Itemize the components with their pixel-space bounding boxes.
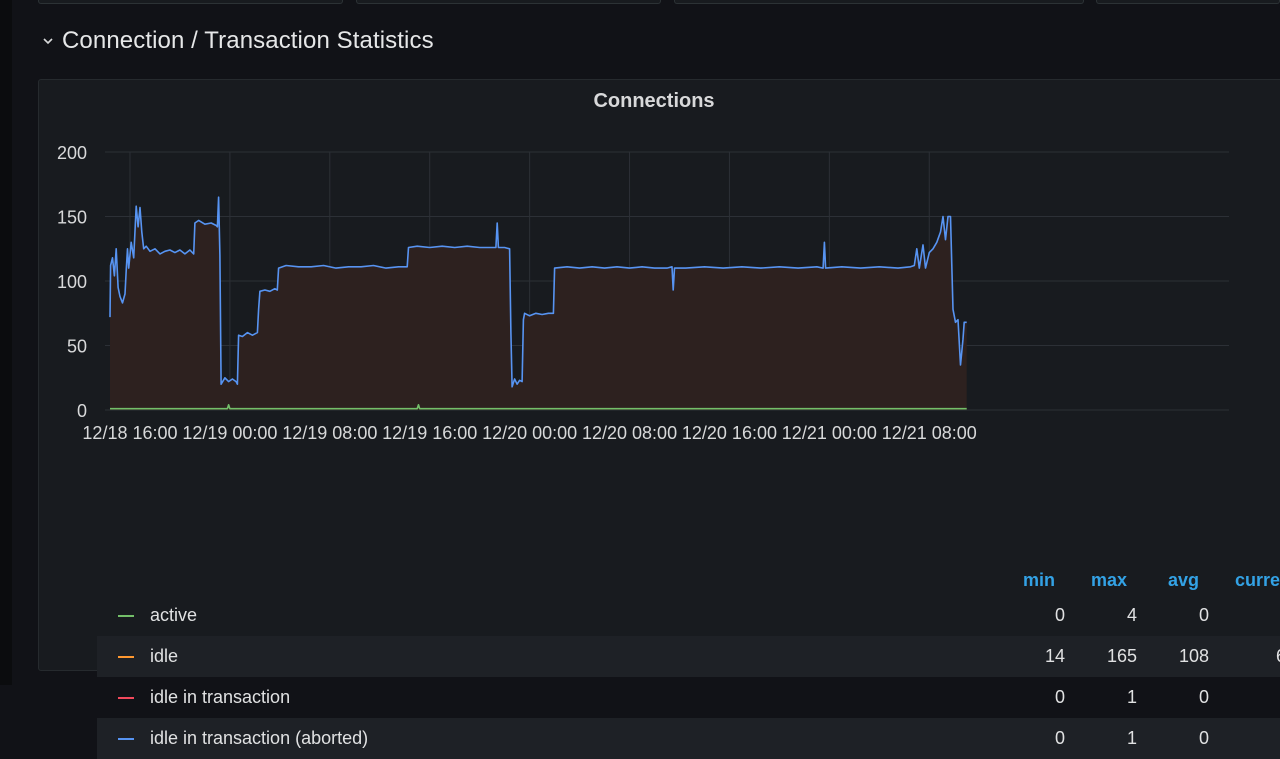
legend-swatch-icon bbox=[118, 655, 134, 658]
connections-panel: Connections 0 50 100 150 200 12/18 16:00 12/19… bbox=[38, 79, 1280, 759]
legend-swatch-icon bbox=[118, 737, 134, 740]
y-tick-label: 0 bbox=[77, 401, 87, 421]
y-tick-label: 150 bbox=[57, 208, 87, 228]
series-area-idle bbox=[110, 197, 967, 410]
legend-min-value: 0 bbox=[1054, 605, 1065, 625]
legend-swatch-icon bbox=[118, 696, 134, 699]
legend-current-value: 0 bbox=[1236, 687, 1280, 708]
legend-header-max[interactable]: max bbox=[1090, 570, 1127, 590]
legend-avg-value: 0 bbox=[1198, 728, 1209, 748]
x-tick-label: 12/19 00:00 bbox=[182, 423, 277, 443]
legend-min-value: 0 bbox=[1054, 728, 1065, 748]
row-title: Connection / Transaction Statistics bbox=[62, 27, 434, 54]
y-tick-label: 100 bbox=[57, 272, 87, 292]
legend-row-idle[interactable]: idle 14 165 108 68 bbox=[97, 636, 1280, 677]
y-tick-label: 50 bbox=[67, 337, 87, 357]
legend-row-idle-in-transaction-aborted[interactable]: idle in transaction (aborted) 0 1 0 0 bbox=[97, 718, 1280, 759]
legend-header-min[interactable]: min bbox=[1022, 570, 1055, 590]
x-tick-label: 12/19 08:00 bbox=[282, 423, 377, 443]
x-tick-label: 12/20 08:00 bbox=[582, 423, 677, 443]
legend-label: idle bbox=[150, 646, 179, 666]
legend-swatch-icon bbox=[118, 614, 134, 617]
x-tick-label: 12/21 08:00 bbox=[882, 423, 977, 443]
legend-row-idle-in-transaction[interactable]: idle in transaction 0 1 0 0 bbox=[97, 677, 1280, 718]
legend-min-value: 14 bbox=[1044, 646, 1065, 666]
legend-header-avg[interactable]: avg bbox=[1167, 570, 1199, 590]
y-tick-label: 200 bbox=[57, 143, 87, 163]
legend-label: active bbox=[150, 605, 198, 625]
left-rail bbox=[0, 0, 12, 685]
x-tick-label: 12/18 16:00 bbox=[82, 423, 177, 443]
legend-avg-value: 0 bbox=[1198, 687, 1209, 707]
legend-row-active[interactable]: active 0 4 0 0 bbox=[97, 595, 1280, 636]
x-tick-label: 12/21 00:00 bbox=[782, 423, 877, 443]
legend-avg-value: 0 bbox=[1198, 605, 1209, 625]
legend-max-value: 1 bbox=[1126, 687, 1137, 707]
legend-max-value: 165 bbox=[1106, 646, 1137, 666]
series-line-idle bbox=[109, 196, 967, 388]
legend-current-value: 68 bbox=[1236, 646, 1280, 667]
series-line-active bbox=[110, 404, 967, 410]
top-panel-strip bbox=[38, 0, 1280, 4]
legend-label: idle in transaction (aborted) bbox=[150, 728, 369, 748]
legend-current-value: 0 bbox=[1236, 728, 1280, 749]
legend-header-current[interactable]: current bbox=[1234, 570, 1280, 590]
legend-current-value: 0 bbox=[1236, 605, 1280, 626]
legend-label: idle in transaction bbox=[150, 687, 291, 707]
x-tick-label: 12/20 00:00 bbox=[482, 423, 577, 443]
legend-max-value: 1 bbox=[1126, 728, 1137, 748]
legend-max-value: 4 bbox=[1126, 605, 1137, 625]
row-header[interactable]: Connection / Transaction Statistics bbox=[40, 24, 434, 58]
legend-min-value: 0 bbox=[1054, 687, 1065, 707]
chevron-down-icon bbox=[43, 38, 53, 45]
x-tick-label: 12/20 16:00 bbox=[682, 423, 777, 443]
x-tick-label: 12/19 16:00 bbox=[382, 423, 477, 443]
panel-title[interactable]: Connections bbox=[593, 90, 715, 112]
legend-avg-value: 108 bbox=[1178, 646, 1209, 666]
